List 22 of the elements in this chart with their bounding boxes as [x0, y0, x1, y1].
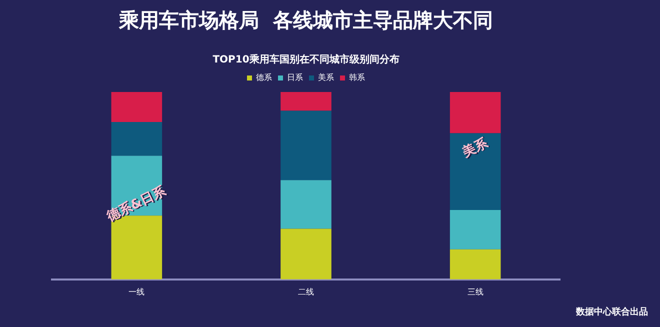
bar [111, 122, 162, 156]
bar [450, 133, 501, 210]
bar [280, 92, 332, 111]
bar [450, 210, 501, 250]
x-tick-label: 二线 [298, 287, 314, 296]
bar [111, 92, 162, 122]
chart-subtitle: TOP10乘用车国别在不同城市级别间分布 [212, 54, 400, 66]
bar [280, 110, 332, 180]
x-tick-label: 三线 [467, 287, 484, 296]
legend-label: 日系 [287, 73, 303, 82]
legend-label: 美系 [318, 73, 334, 82]
bar [280, 180, 332, 229]
text: 数据中心联合出品 [575, 306, 648, 318]
annotation: 美系 [460, 134, 492, 162]
bar [280, 228, 332, 280]
bar [450, 249, 501, 280]
bar [450, 92, 501, 134]
chart-title: 乘用车市场格局 各线城市主导品牌大不同 [118, 8, 493, 32]
legend-label: 德系 [256, 73, 272, 82]
x-tick-label: 一线 [128, 287, 145, 296]
legend-label: 韩系 [349, 73, 365, 82]
annotation: 德系&日系 [104, 182, 171, 226]
